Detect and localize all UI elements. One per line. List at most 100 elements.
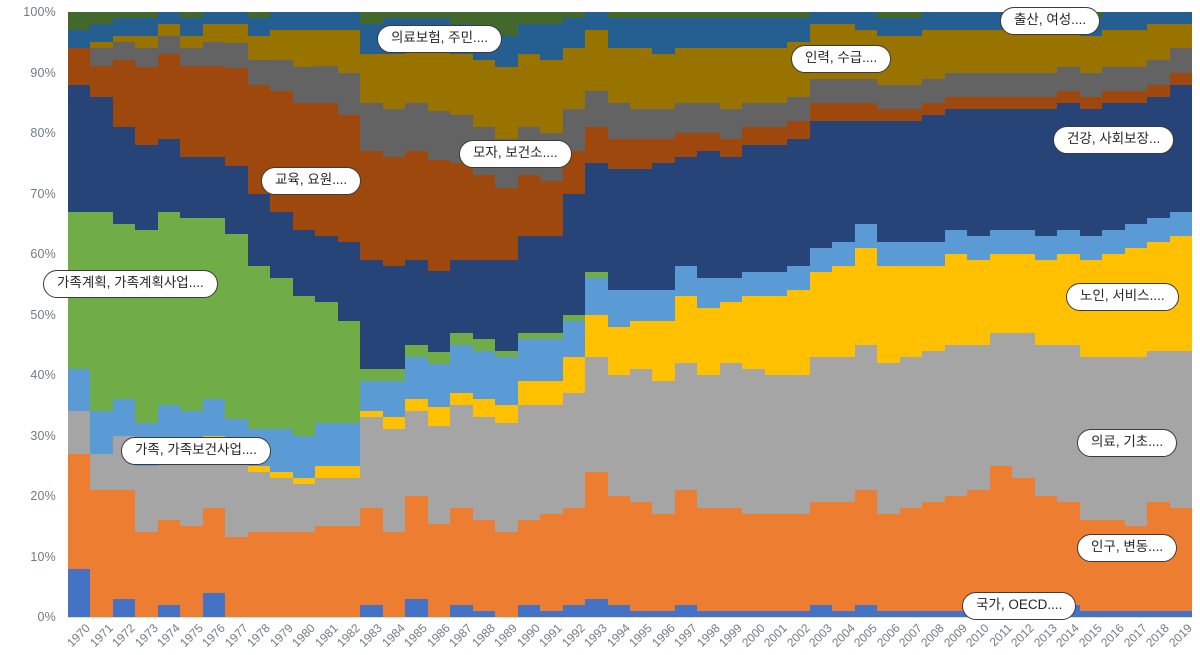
chart-segment[interactable] — [360, 411, 384, 418]
chart-segment[interactable] — [877, 12, 901, 19]
chart-column[interactable] — [742, 12, 766, 617]
chart-column[interactable] — [630, 12, 654, 617]
chart-segment[interactable] — [247, 193, 271, 267]
chart-segment[interactable] — [1102, 90, 1126, 103]
chart-segment[interactable] — [157, 12, 181, 25]
chart-segment[interactable] — [1102, 30, 1126, 67]
chart-segment[interactable] — [764, 610, 788, 617]
chart-segment[interactable] — [1034, 108, 1058, 236]
chart-segment[interactable] — [967, 72, 991, 97]
chart-segment[interactable] — [225, 42, 249, 68]
chart-segment[interactable] — [135, 145, 159, 230]
chart-segment[interactable] — [270, 60, 294, 91]
chart-segment[interactable] — [1169, 235, 1192, 351]
chart-segment[interactable] — [360, 417, 384, 509]
chart-segment[interactable] — [1012, 108, 1036, 230]
chart-segment[interactable] — [877, 266, 901, 363]
chart-segment[interactable] — [1057, 344, 1081, 503]
chart-segment[interactable] — [495, 187, 519, 261]
chart-segment[interactable] — [495, 12, 519, 37]
chart-segment[interactable] — [540, 514, 564, 611]
chart-segment[interactable] — [292, 30, 316, 67]
chart-segment[interactable] — [225, 462, 249, 537]
chart-column[interactable] — [1057, 12, 1081, 617]
chart-segment[interactable] — [202, 399, 226, 436]
chart-segment[interactable] — [877, 241, 901, 267]
chart-segment[interactable] — [787, 514, 811, 611]
callout-ingu[interactable]: 인구, 변동.... — [1077, 534, 1178, 562]
chart-segment[interactable] — [944, 344, 968, 497]
chart-column[interactable] — [877, 12, 901, 617]
chart-segment[interactable] — [382, 381, 406, 418]
chart-segment[interactable] — [944, 96, 968, 109]
chart-segment[interactable] — [517, 12, 541, 25]
chart-segment[interactable] — [607, 375, 631, 497]
chart-segment[interactable] — [382, 532, 406, 617]
chart-segment[interactable] — [450, 405, 474, 509]
chart-segment[interactable] — [719, 610, 743, 617]
chart-segment[interactable] — [292, 12, 316, 31]
chart-column[interactable] — [1079, 12, 1103, 617]
chart-segment[interactable] — [854, 223, 878, 248]
chart-segment[interactable] — [652, 139, 676, 164]
chart-segment[interactable] — [1169, 48, 1192, 73]
chart-segment[interactable] — [989, 465, 1013, 611]
chart-segment[interactable] — [427, 160, 451, 272]
chart-segment[interactable] — [360, 604, 384, 617]
chart-segment[interactable] — [787, 375, 811, 515]
chart-segment[interactable] — [674, 604, 699, 617]
chart-segment[interactable] — [764, 296, 788, 376]
chart-segment[interactable] — [1147, 60, 1171, 85]
chart-segment[interactable] — [202, 24, 226, 43]
callout-noin[interactable]: 노인, 서비스.... — [1066, 283, 1179, 311]
chart-segment[interactable] — [292, 435, 316, 478]
chart-segment[interactable] — [607, 18, 631, 49]
chart-segment[interactable] — [292, 532, 316, 617]
chart-segment[interactable] — [337, 12, 361, 31]
chart-column[interactable] — [68, 12, 92, 617]
chart-segment[interactable] — [967, 260, 991, 345]
chart-column[interactable] — [180, 12, 204, 617]
chart-segment[interactable] — [112, 399, 137, 436]
chart-segment[interactable] — [1124, 223, 1148, 248]
chart-segment[interactable] — [944, 72, 968, 97]
chart-segment[interactable] — [630, 108, 654, 140]
chart-segment[interactable] — [562, 508, 586, 605]
chart-segment[interactable] — [1147, 350, 1171, 503]
chart-segment[interactable] — [135, 48, 159, 67]
chart-segment[interactable] — [899, 18, 923, 37]
chart-segment[interactable] — [90, 211, 114, 412]
chart-segment[interactable] — [697, 48, 721, 103]
chart-segment[interactable] — [652, 18, 676, 55]
chart-segment[interactable] — [360, 151, 384, 261]
chart-segment[interactable] — [674, 12, 699, 19]
chart-segment[interactable] — [652, 54, 676, 109]
chart-segment[interactable] — [854, 604, 878, 617]
chart-segment[interactable] — [585, 314, 609, 357]
chart-segment[interactable] — [877, 84, 901, 109]
chart-segment[interactable] — [742, 18, 766, 49]
chart-segment[interactable] — [292, 483, 316, 533]
chart-segment[interactable] — [764, 48, 788, 103]
chart-column[interactable] — [247, 12, 271, 617]
chart-column[interactable] — [764, 12, 788, 617]
chart-segment[interactable] — [899, 241, 923, 267]
chart-segment[interactable] — [854, 344, 878, 490]
chart-column[interactable] — [292, 12, 316, 617]
chart-segment[interactable] — [360, 508, 384, 605]
callout-illyeok[interactable]: 인력, 수급.... — [791, 45, 892, 73]
chart-segment[interactable] — [427, 407, 451, 426]
chart-segment[interactable] — [854, 78, 878, 103]
chart-segment[interactable] — [585, 30, 609, 91]
chart-segment[interactable] — [337, 465, 361, 478]
chart-segment[interactable] — [630, 48, 654, 109]
chart-segment[interactable] — [180, 157, 204, 218]
chart-segment[interactable] — [157, 24, 181, 37]
chart-segment[interactable] — [989, 254, 1013, 333]
chart-segment[interactable] — [562, 193, 586, 315]
callout-moja[interactable]: 모자, 보건소.... — [459, 140, 572, 168]
chart-segment[interactable] — [360, 12, 384, 25]
chart-segment[interactable] — [472, 175, 496, 261]
chart-segment[interactable] — [1079, 36, 1103, 73]
chart-segment[interactable] — [742, 368, 766, 515]
